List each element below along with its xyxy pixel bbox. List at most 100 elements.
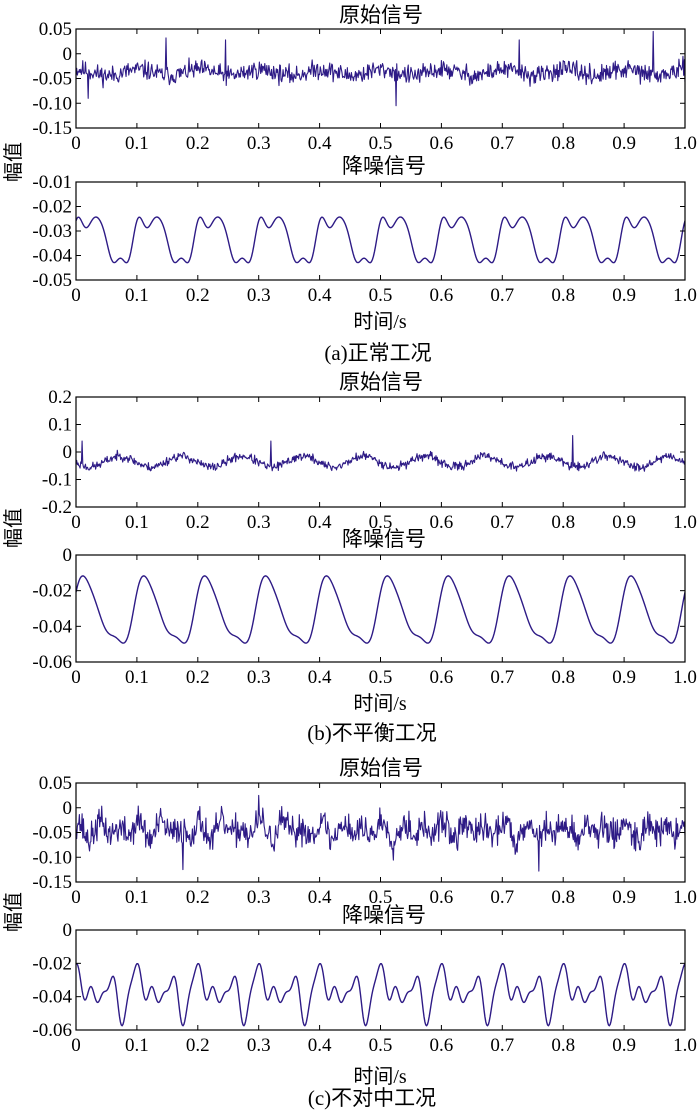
y-tick-label-c-den-3: -0.06 xyxy=(32,1020,72,1041)
y-tick-label-b-raw-4: -0.2 xyxy=(42,497,72,518)
y-tick-label-a-den-4: -0.05 xyxy=(32,270,72,291)
panel-a-raw-title: 原始信号 xyxy=(339,3,423,27)
panel-c-denoised-plot: 0 0.1 0.2 0.3 0.4 0.5 0.6 0.7 0.8 0.9 1.0 0 -0.02 -0.… xyxy=(32,920,696,1056)
panel-b-xlabel: 时间/s xyxy=(353,692,407,715)
x-tick-label-b-den-8: 0.8 xyxy=(551,667,575,688)
x-tick-label-c-den-9: 0.9 xyxy=(612,1035,636,1056)
y-tick-label-b-den-1: -0.02 xyxy=(32,581,72,602)
x-tick-label-c-den-4: 0.4 xyxy=(308,1035,332,1056)
x-tick-label-c-den-6: 0.6 xyxy=(430,1035,454,1056)
panel-c-caption: (c)不对中工况 xyxy=(308,1086,436,1110)
panel-c-denoised-title: 降噪信号 xyxy=(342,903,426,927)
y-tick-label-a-raw-3: -0.10 xyxy=(32,93,72,114)
x-tick-label-a-den-7: 0.7 xyxy=(490,285,514,306)
x-tick-label-a-raw-3: 0.3 xyxy=(247,133,271,154)
y-tick-label-a-raw-1: 0 xyxy=(63,44,73,65)
x-tick-label-c-den-3: 0.3 xyxy=(247,1035,271,1056)
x-tick-label-b-den-9: 0.9 xyxy=(612,667,636,688)
panel-c-xlabel: 时间/s xyxy=(353,1065,407,1088)
x-tick-label-a-raw-5: 0.5 xyxy=(369,133,393,154)
x-tick-label-a-den-6: 0.6 xyxy=(430,285,454,306)
y-tick-label-a-raw-0: 0.05 xyxy=(39,19,72,40)
y-tick-label-c-raw-2: -0.05 xyxy=(32,823,72,844)
y-tick-label-c-raw-4: -0.15 xyxy=(32,872,72,893)
series-line-c-raw-0 xyxy=(76,794,685,872)
x-tick-label-b-raw-4: 0.4 xyxy=(308,512,332,533)
series-line-a-raw-0 xyxy=(76,30,685,107)
x-tick-label-b-den-7: 0.7 xyxy=(490,667,514,688)
panel-c-ylabel: 幅值 xyxy=(2,892,25,932)
panel-a-raw-plot: 0 0.1 0.2 0.3 0.4 0.5 0.6 0.7 0.8 0.9 1.0 0.05 0 -0.0… xyxy=(32,19,696,154)
x-tick-label-a-raw-8: 0.8 xyxy=(551,133,575,154)
y-tick-label-c-den-0: 0 xyxy=(63,920,73,941)
panel-b-raw-title: 原始信号 xyxy=(339,370,423,394)
y-tick-label-b-den-0: 0 xyxy=(63,545,73,566)
y-tick-label-a-den-1: -0.02 xyxy=(32,197,72,218)
x-tick-label-a-den-5: 0.5 xyxy=(369,285,393,306)
x-tick-label-a-raw-1: 0.1 xyxy=(125,133,149,154)
x-tick-label-c-raw-0: 0 xyxy=(71,887,81,908)
x-tick-label-a-den-1: 0.1 xyxy=(125,285,149,306)
x-tick-label-b-raw-9: 0.9 xyxy=(612,512,636,533)
x-tick-label-a-den-9: 0.9 xyxy=(612,285,636,306)
y-tick-label-b-den-2: -0.04 xyxy=(32,616,72,637)
x-tick-label-a-den-8: 0.8 xyxy=(551,285,575,306)
x-tick-label-b-den-10: 1.0 xyxy=(673,667,697,688)
x-tick-label-a-den-3: 0.3 xyxy=(247,285,271,306)
x-tick-label-c-den-2: 0.2 xyxy=(186,1035,210,1056)
x-tick-label-c-den-8: 0.8 xyxy=(551,1035,575,1056)
panel-b-caption: (b)不平衡工况 xyxy=(307,721,437,745)
series-line-b-raw-0 xyxy=(76,434,685,472)
x-tick-label-c-den-10: 1.0 xyxy=(673,1035,697,1056)
y-tick-label-c-den-1: -0.02 xyxy=(32,953,72,974)
panel-a: 原始信号 0 0.1 0.2 0.3 0.4 0.5 0.6 0.7 0.8 0.9 1.0 0.05… xyxy=(2,3,697,365)
panel-a-denoised-title: 降噪信号 xyxy=(342,154,426,178)
panel-c-raw-plot: 0 0.1 0.2 0.3 0.4 0.5 0.6 0.7 0.8 0.9 1.0 0.05 0 -0.0… xyxy=(32,773,696,908)
x-tick-label-a-den-4: 0.4 xyxy=(308,285,332,306)
panel-b-ylabel: 幅值 xyxy=(2,508,25,548)
x-tick-label-c-den-0: 0 xyxy=(71,1035,81,1056)
x-tick-label-c-raw-10: 1.0 xyxy=(673,887,697,908)
x-tick-label-a-raw-10: 1.0 xyxy=(673,133,697,154)
y-tick-label-c-raw-1: 0 xyxy=(63,798,73,819)
y-tick-label-c-den-2: -0.04 xyxy=(32,987,72,1008)
y-tick-label-a-den-0: -0.01 xyxy=(32,172,72,193)
x-tick-label-a-den-10: 1.0 xyxy=(673,285,697,306)
x-tick-label-b-raw-6: 0.6 xyxy=(430,512,454,533)
x-tick-label-a-raw-7: 0.7 xyxy=(490,133,514,154)
panel-a-xlabel: 时间/s xyxy=(353,310,407,333)
x-tick-label-b-raw-2: 0.2 xyxy=(186,512,210,533)
y-tick-label-a-den-3: -0.04 xyxy=(32,246,72,267)
x-tick-label-a-raw-6: 0.6 xyxy=(430,133,454,154)
x-tick-label-b-raw-8: 0.8 xyxy=(551,512,575,533)
x-tick-label-a-raw-4: 0.4 xyxy=(308,133,332,154)
x-tick-label-b-den-6: 0.6 xyxy=(430,667,454,688)
x-tick-label-c-raw-6: 0.6 xyxy=(430,887,454,908)
x-tick-label-c-raw-4: 0.4 xyxy=(308,887,332,908)
x-tick-label-c-den-7: 0.7 xyxy=(490,1035,514,1056)
x-tick-label-c-den-5: 0.5 xyxy=(369,1035,393,1056)
x-tick-label-c-raw-5: 0.5 xyxy=(369,887,393,908)
x-tick-label-b-raw-10: 1.0 xyxy=(673,512,697,533)
x-tick-label-b-raw-3: 0.3 xyxy=(247,512,271,533)
panel-c: 原始信号 0 0.1 0.2 0.3 0.4 0.5 0.6 0.7 0.8 0.9 1.0 0.05… xyxy=(2,756,697,1110)
x-tick-label-b-den-3: 0.3 xyxy=(247,667,271,688)
series-line-c-den-0 xyxy=(76,962,685,1027)
panel-b-raw-plot: 0 0.1 0.2 0.3 0.4 0.5 0.6 0.7 0.8 0.9 1.00.20.10-0… xyxy=(42,387,697,533)
x-tick-label-b-raw-7: 0.7 xyxy=(490,512,514,533)
x-tick-label-b-den-5: 0.5 xyxy=(369,667,393,688)
panel-a-denoised-plot: 0 0.1 0.2 0.3 0.4 0.5 0.6 0.7 0.8 0.9 1.0 -0.01 -0.0… xyxy=(32,172,696,306)
y-tick-label-b-den-3: -0.06 xyxy=(32,652,72,673)
series-line-b-den-0 xyxy=(76,575,685,644)
x-tick-label-c-raw-2: 0.2 xyxy=(186,887,210,908)
x-tick-label-b-den-4: 0.4 xyxy=(308,667,332,688)
x-tick-label-a-raw-9: 0.9 xyxy=(612,133,636,154)
x-tick-label-c-raw-3: 0.3 xyxy=(247,887,271,908)
x-tick-label-b-raw-1: 0.1 xyxy=(125,512,149,533)
x-tick-label-b-den-1: 0.1 xyxy=(125,667,149,688)
x-tick-label-a-raw-2: 0.2 xyxy=(186,133,210,154)
panel-b-denoised-plot: 0 0.1 0.2 0.3 0.4 0.5 0.6 0.7 0.8 0.9 1.0 0 -0.02 -0.… xyxy=(32,545,696,688)
x-tick-label-a-den-2: 0.2 xyxy=(186,285,210,306)
y-tick-label-c-raw-3: -0.10 xyxy=(32,847,72,868)
y-tick-label-c-raw-0: 0.05 xyxy=(39,773,72,794)
